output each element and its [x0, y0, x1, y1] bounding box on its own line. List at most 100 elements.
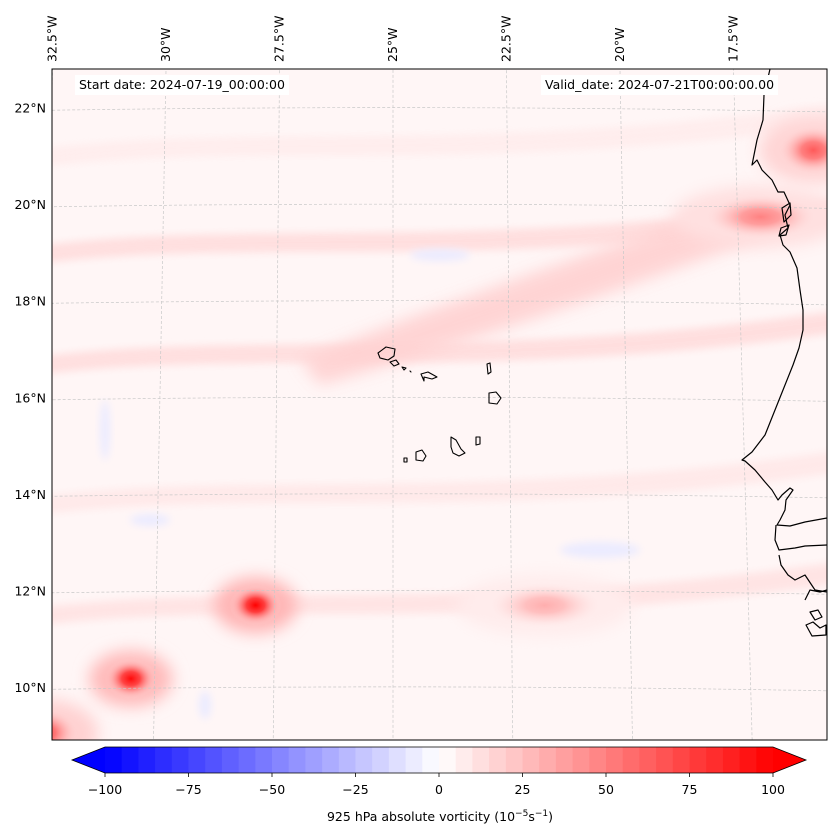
map-frame	[51, 68, 828, 741]
colorbar-segment	[756, 747, 774, 773]
parallel-gridline	[52, 300, 827, 306]
colorbar-tick-label: −75	[175, 782, 201, 797]
coastal-maximum	[779, 126, 827, 175]
colorbar-segment	[205, 747, 223, 773]
meridian-gridline	[733, 69, 753, 740]
colorbar-segment	[105, 747, 123, 773]
banc-arguin-islands	[778, 202, 792, 237]
latitude-tick-label: 10°N	[14, 680, 46, 695]
map-panel	[52, 69, 827, 740]
negative-patch	[410, 249, 470, 261]
cape-verde-island	[415, 449, 427, 462]
latitude-tick-label: 12°N	[14, 583, 46, 598]
colorbar-segment	[121, 747, 139, 773]
west-africa-coastline	[741, 69, 827, 527]
colorbar-segment	[572, 747, 590, 773]
colorbar-segment	[422, 747, 440, 773]
longitude-tick-label: 22.5°W	[499, 16, 514, 62]
colorbar-tick-label: 50	[598, 782, 614, 797]
cape-verde-island	[409, 370, 412, 373]
colorbar-segment	[272, 747, 290, 773]
colorbar-segment	[722, 747, 741, 773]
colorbar-tick-label: 25	[515, 782, 531, 797]
parallel-gridline	[52, 686, 827, 692]
parallel-gridline	[52, 107, 827, 113]
longitude-ticks: 32.5°W 30°W 27.5°W 25°W 22.5°W 20°W 17.5°W	[45, 16, 741, 62]
latitude-tick-label: 14°N	[14, 487, 46, 502]
colorbar-tick-label: 0	[435, 782, 443, 797]
cape-verde-island	[377, 346, 396, 361]
colorbar-tick-label: −25	[342, 782, 368, 797]
vorticity-field	[52, 104, 827, 740]
cape-verde-island	[475, 436, 481, 446]
latitude-tick-label: 16°N	[14, 390, 46, 405]
colorbar-segment	[171, 747, 189, 773]
colorbar-tick-label: 75	[682, 782, 698, 797]
cape-verde-island	[420, 371, 438, 382]
colorbar-segment	[589, 747, 607, 773]
colorbar-extend-min	[72, 747, 105, 773]
colorbar-segment	[639, 747, 657, 773]
parallel-gridline	[52, 203, 827, 209]
colorbar-segment	[455, 747, 473, 773]
colorbar-segment	[522, 747, 540, 773]
band-14N	[52, 452, 827, 513]
parallel-gridline	[52, 396, 827, 402]
map-background	[52, 69, 827, 740]
negative-patch	[130, 514, 170, 526]
colorbar-segment	[555, 747, 574, 773]
valid-date-annotation: Valid_date: 2024-07-21T00:00:00.00	[541, 75, 779, 95]
colorbar-label: 925 hPa absolute vorticity (10−5s−1)	[327, 809, 553, 824]
band-21N	[52, 104, 827, 166]
coastlines	[377, 69, 827, 637]
coastal-band	[705, 194, 816, 239]
colorbar-tick-label: −100	[88, 782, 122, 797]
colorbar-segment	[622, 747, 640, 773]
colorbar-tick-label: −50	[259, 782, 285, 797]
parallel-gridline	[52, 493, 827, 499]
colorbar-tick-label: 100	[761, 782, 785, 797]
latitude-tick-label: 20°N	[14, 197, 46, 212]
vortex-1	[229, 585, 282, 626]
negative-patch	[199, 691, 211, 719]
longitude-tick-label: 32.5°W	[45, 16, 60, 62]
negative-patch	[100, 400, 110, 460]
colorbar-segment	[188, 747, 206, 773]
vortex-3	[52, 709, 78, 740]
meridian-gridline	[153, 69, 167, 740]
cape-verde-island	[450, 436, 466, 457]
band-20N	[52, 201, 827, 262]
longitude-tick-label: 17.5°W	[726, 16, 741, 62]
guinea-bissau-coastline	[774, 524, 827, 637]
colorbar-segment	[288, 747, 306, 773]
meridian-gridline	[272, 69, 280, 740]
colorbar-segment	[739, 747, 757, 773]
colorbar-segment	[305, 747, 323, 773]
colorbar-segment	[221, 747, 240, 773]
start-date-annotation: Start date: 2024-07-19_00:00:00	[75, 75, 289, 95]
latitude-tick-label: 18°N	[14, 294, 46, 309]
colorbar-extend-max	[773, 747, 806, 773]
meridian-gridline	[619, 69, 633, 740]
colorbar: −100 −75 −50 −25 0 25 50 75 100	[70, 746, 808, 797]
colorbar-segment	[539, 747, 557, 773]
longitude-tick-label: 30°W	[158, 27, 173, 62]
band-22N	[489, 583, 600, 628]
longitude-tick-label: 20°W	[612, 27, 627, 62]
colorbar-segment	[238, 747, 256, 773]
latitude-tick-label: 22°N	[14, 101, 46, 116]
latitude-ticks: 22°N 20°N 18°N 16°N 14°N 12°N 10°N	[14, 101, 46, 695]
longitude-tick-label: 27.5°W	[272, 16, 287, 62]
colorbar-segment	[606, 747, 624, 773]
cape-verde-island	[486, 362, 492, 375]
colorbar-segment	[155, 747, 173, 773]
colorbar-segment	[138, 747, 156, 773]
colorbar-segment	[405, 747, 423, 773]
cape-verde-island	[403, 457, 408, 463]
colorbar-segment	[338, 747, 356, 773]
colorbar-segment	[656, 747, 674, 773]
gridlines	[52, 69, 827, 740]
longitude-tick-label: 25°W	[385, 27, 400, 62]
colorbar-segment	[322, 747, 340, 773]
